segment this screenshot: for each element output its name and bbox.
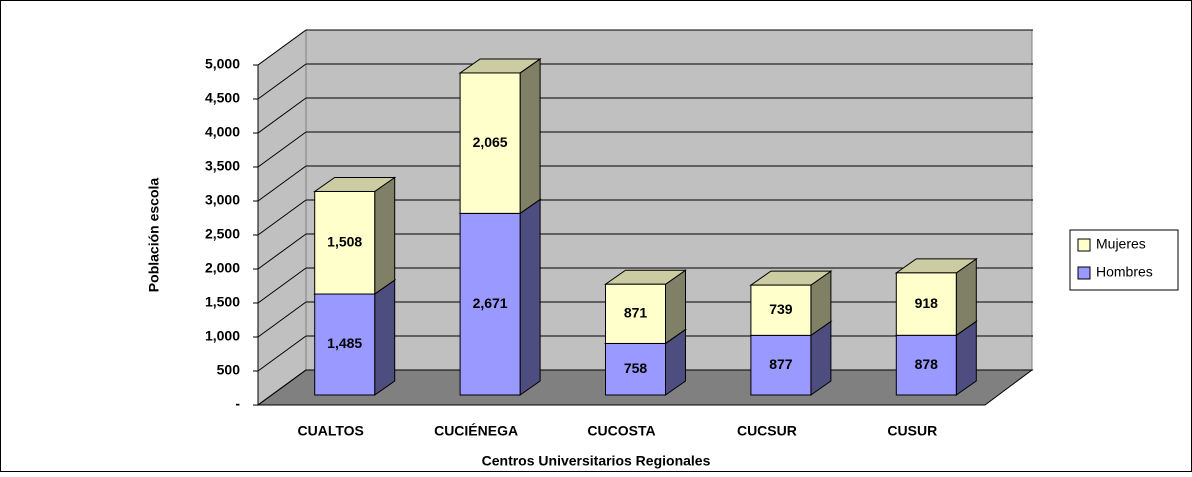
bar [314, 190, 376, 295]
grid-line [257, 233, 307, 270]
legend-swatch [1077, 238, 1091, 252]
bar [314, 293, 376, 396]
grid-line [257, 63, 307, 100]
legend-items: Mujeres Hombres [1077, 236, 1153, 280]
grid-line [257, 301, 307, 338]
value-label: 1,508 [327, 233, 362, 249]
bar-side [519, 198, 541, 396]
value-label: 1,485 [327, 335, 362, 351]
value-label: 918 [915, 295, 939, 311]
bar [750, 284, 812, 336]
y-tick-label: 1,500 [205, 294, 240, 310]
x-tick-label: CUSUR [887, 423, 937, 439]
grid-line [257, 369, 307, 406]
y-tick-label: 2,500 [205, 226, 240, 242]
legend-label: Hombres [1096, 264, 1153, 280]
y-tick-label: 500 [217, 362, 241, 378]
value-label: 2,671 [473, 295, 508, 311]
bar-side [519, 57, 541, 215]
grid-line [257, 165, 307, 202]
x-tick-label: CUCOSTA [587, 423, 655, 439]
bar [895, 334, 957, 396]
y-tick-label: 1,000 [205, 328, 240, 344]
x-tick-label: CUALTOS [298, 423, 364, 439]
grid-line [257, 131, 307, 168]
bars: 1,485 1,508 2,671 2,065 758 871 877 739 878 918 [313, 57, 978, 396]
value-label: 758 [624, 360, 648, 376]
grid-line [257, 199, 307, 236]
bar-side [374, 279, 396, 396]
value-label: 871 [624, 305, 648, 321]
grid-line [257, 267, 307, 304]
grid-line [257, 97, 307, 134]
grid-line [257, 335, 307, 372]
y-tick-label: 4,500 [205, 90, 240, 106]
legend-swatch [1077, 266, 1091, 280]
bar [605, 342, 666, 396]
grid-line [257, 29, 307, 66]
value-label: 2,065 [473, 134, 508, 150]
value-label: 877 [769, 356, 793, 372]
value-label: 739 [769, 301, 793, 317]
bar-side [374, 176, 396, 295]
y-tick-label: 5,000 [205, 56, 240, 72]
y-axis-title: Población escola [146, 178, 162, 293]
legend-label: Mujeres [1096, 236, 1146, 252]
y-tick-label: 3,500 [205, 158, 240, 174]
y-tick-label: 4,000 [205, 124, 240, 140]
y-tick-label: 3,000 [205, 192, 240, 208]
bar [459, 72, 521, 214]
y-tick-label: 2,000 [205, 260, 240, 276]
y-tick-label: - [235, 396, 240, 412]
bar [605, 283, 666, 344]
x-tick-label: CUCIÉNEGA [434, 423, 518, 439]
bar [895, 272, 957, 336]
x-tick-label: CUCSUR [737, 423, 797, 439]
value-label: 878 [915, 356, 939, 372]
x-axis-title: Centros Universitarios Regionales [482, 453, 711, 469]
